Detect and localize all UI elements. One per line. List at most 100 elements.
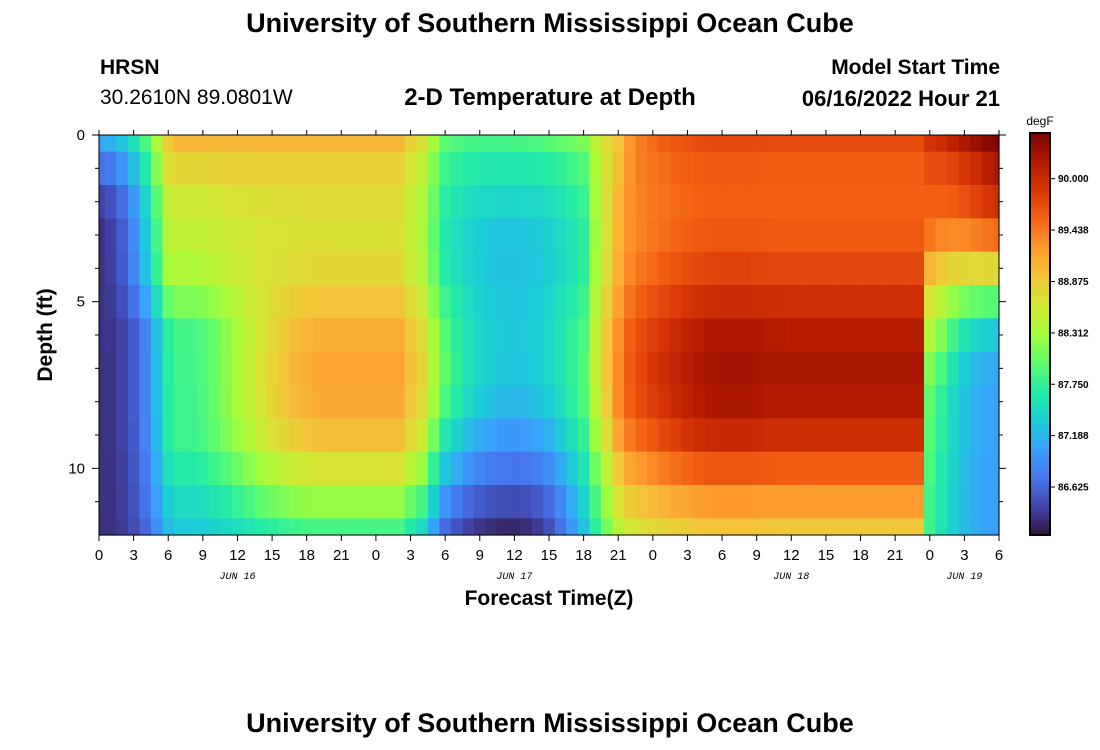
heatmap-cell — [404, 351, 417, 386]
heatmap-cell — [693, 185, 706, 219]
heatmap-cell — [266, 451, 279, 486]
heatmap-cell — [404, 135, 417, 153]
heatmap-cell — [243, 351, 256, 386]
heatmap-cell — [935, 418, 948, 453]
heatmap-cell — [797, 285, 810, 319]
heatmap-cell — [635, 518, 648, 536]
heatmap-cell — [416, 385, 429, 419]
x-tick-label: 0 — [649, 547, 657, 564]
heatmap-cell — [474, 185, 487, 219]
heatmap-cell — [104, 135, 117, 153]
heatmap-cell — [427, 135, 440, 153]
heatmap-cell — [127, 185, 140, 219]
heatmap-cell — [116, 485, 129, 519]
heatmap-cell — [312, 385, 325, 419]
heatmap-cell — [774, 451, 787, 486]
heatmap-cell — [889, 185, 902, 219]
heatmap-cell — [624, 135, 637, 153]
heatmap-cell — [462, 318, 475, 353]
heatmap-cell — [727, 151, 740, 186]
heatmap-cell — [404, 451, 417, 486]
heatmap-cell — [981, 518, 994, 536]
heatmap-cell — [993, 318, 1000, 353]
heatmap-cell — [497, 518, 510, 536]
heatmap-cell — [243, 518, 256, 536]
heatmap-cell — [566, 151, 579, 186]
heatmap-cell — [831, 451, 844, 486]
heatmap-cell — [831, 185, 844, 219]
heatmap-cell — [485, 485, 498, 519]
heatmap-cell — [762, 135, 775, 153]
heatmap-cell — [104, 318, 117, 353]
heatmap-cell — [635, 251, 648, 286]
heatmap-cell — [727, 185, 740, 219]
heatmap-cell — [104, 351, 117, 386]
heatmap-cell — [312, 485, 325, 519]
heatmap-cell — [774, 518, 787, 536]
heatmap-cell — [520, 485, 533, 519]
heatmap-cell — [185, 185, 198, 219]
heatmap-cell — [462, 451, 475, 486]
heatmap-cell — [612, 251, 625, 286]
heatmap-cell — [277, 351, 290, 386]
heatmap-cell — [531, 151, 544, 186]
heatmap-cell — [877, 351, 890, 386]
heatmap-cell — [589, 285, 602, 319]
heatmap-cell — [612, 285, 625, 319]
heatmap-cell — [808, 251, 821, 286]
heatmap-cell — [866, 285, 879, 319]
heatmap-cell — [427, 285, 440, 319]
heatmap-cell — [370, 185, 383, 219]
heatmap-cell — [820, 218, 833, 253]
heatmap-cell — [924, 218, 937, 253]
heatmap-cell — [912, 518, 925, 536]
heatmap-cell — [485, 385, 498, 419]
heatmap-cell — [277, 385, 290, 419]
heatmap-cell — [312, 151, 325, 186]
heatmap-cell — [116, 318, 129, 353]
heatmap-cell — [462, 185, 475, 219]
heatmap-cell — [416, 251, 429, 286]
heatmap-cell — [566, 418, 579, 453]
heatmap-cell — [970, 218, 983, 253]
heatmap-cell — [566, 285, 579, 319]
heatmap-cell — [947, 518, 960, 536]
heatmap-cell — [624, 385, 637, 419]
heatmap-cell — [127, 218, 140, 253]
heatmap-cell — [797, 385, 810, 419]
heatmap-cell — [324, 218, 337, 253]
heatmap-cell — [785, 318, 798, 353]
heatmap-cell — [912, 151, 925, 186]
heatmap-cell — [762, 185, 775, 219]
heatmap-cell — [785, 451, 798, 486]
heatmap-cell — [785, 485, 798, 519]
heatmap-cell — [785, 135, 798, 153]
heatmap-cell — [727, 518, 740, 536]
heatmap-cell — [854, 418, 867, 453]
heatmap-cell — [762, 451, 775, 486]
heatmap-cell — [820, 318, 833, 353]
heatmap-cell — [150, 251, 164, 286]
heatmap-cell — [993, 518, 1000, 536]
heatmap-cell — [266, 518, 279, 536]
heatmap-cell — [716, 518, 729, 536]
heatmap-cell — [831, 318, 844, 353]
heatmap-cell — [393, 218, 406, 253]
heatmap-cell — [600, 318, 614, 353]
heatmap-cell — [727, 218, 740, 253]
heatmap-cell — [843, 485, 856, 519]
heatmap-cell — [924, 318, 937, 353]
heatmap-cell — [485, 351, 498, 386]
heatmap-cell — [866, 451, 879, 486]
heatmap-cell — [404, 518, 417, 536]
heatmap-cell — [681, 418, 694, 453]
heatmap-cell — [450, 451, 464, 486]
heatmap-cell — [381, 485, 394, 519]
heatmap-cell — [116, 518, 129, 536]
heatmap-cell — [877, 318, 890, 353]
heatmap-cell — [543, 418, 556, 453]
heatmap-cell — [497, 418, 510, 453]
chart-title: University of Southern Mississippi Ocean… — [246, 8, 854, 38]
heatmap-cell — [762, 418, 775, 453]
heatmap-cell — [427, 151, 440, 186]
